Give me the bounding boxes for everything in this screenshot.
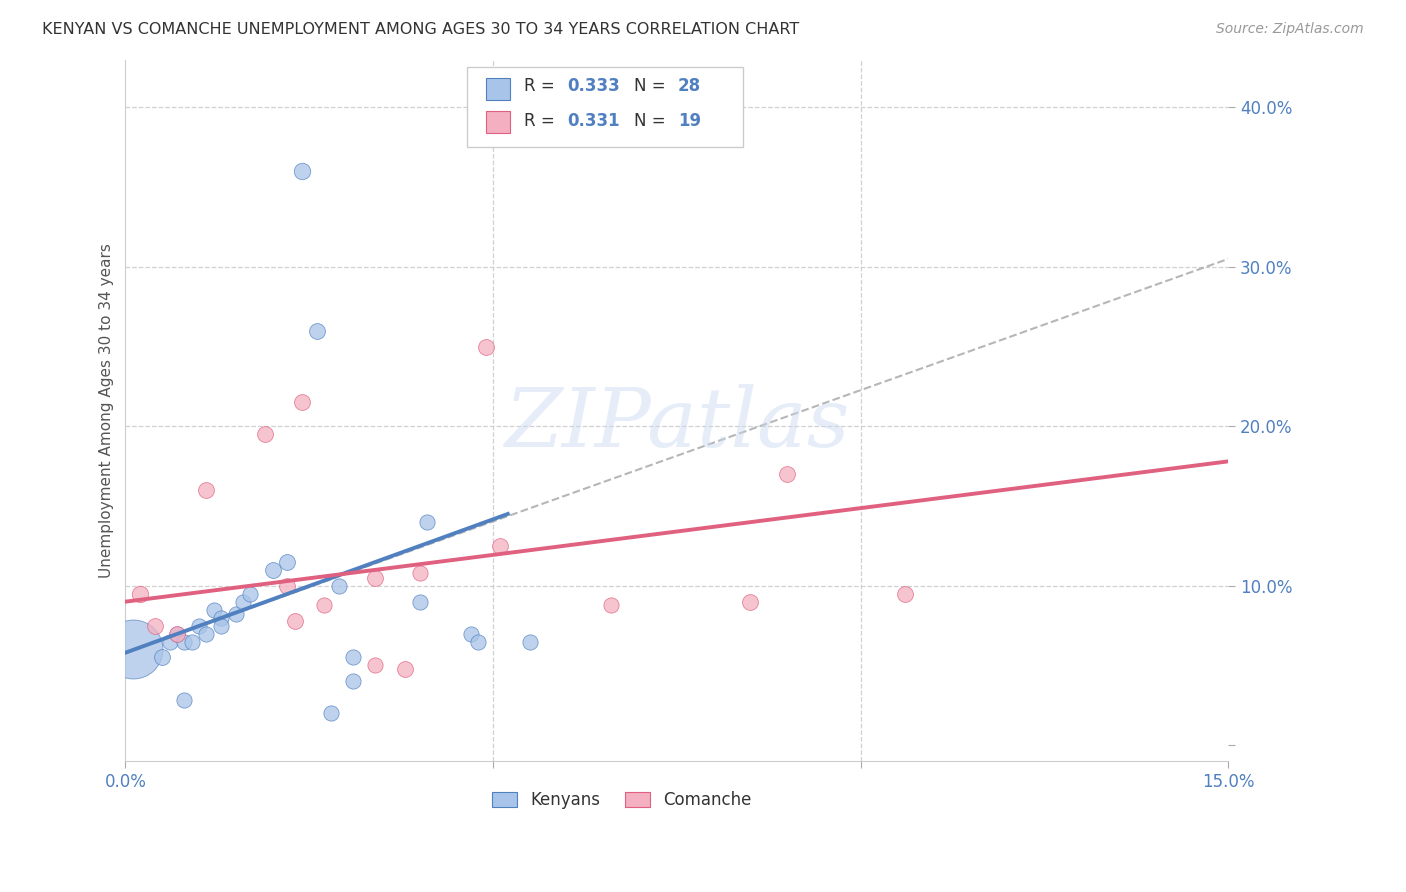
Text: 19: 19 [678,112,702,129]
Point [342,650,364,665]
Text: KENYAN VS COMANCHE UNEMPLOYMENT AMONG AGES 30 TO 34 YEARS CORRELATION CHART: KENYAN VS COMANCHE UNEMPLOYMENT AMONG AG… [42,22,800,37]
Point [232,594,254,608]
Point [364,658,387,673]
Point [519,634,541,648]
Point [408,566,430,580]
Point [173,634,195,648]
Point [195,483,218,497]
Text: R =: R = [523,78,560,95]
Point [254,427,277,442]
Point [173,693,195,707]
Point [394,662,416,676]
Point [121,642,143,657]
Point [467,634,489,648]
Point [364,571,387,585]
Text: 0.331: 0.331 [568,112,620,129]
Point [129,587,152,601]
Point [291,164,314,178]
Point [894,587,917,601]
Point [166,626,188,640]
Point [489,539,512,553]
Point [209,610,232,624]
Point [460,626,482,640]
Text: N =: N = [634,78,671,95]
Point [239,587,262,601]
Point [195,626,218,640]
Point [166,626,188,640]
Point [202,602,225,616]
Point [416,515,439,529]
Point [180,634,202,648]
FancyBboxPatch shape [467,67,742,147]
Text: 28: 28 [678,78,702,95]
Point [342,674,364,689]
Point [312,598,335,612]
Point [740,594,762,608]
Point [276,555,298,569]
Text: 0.333: 0.333 [568,78,620,95]
Point [276,579,298,593]
Point [262,563,284,577]
Point [188,618,211,632]
Text: ZIPatlas: ZIPatlas [505,384,849,465]
Point [291,395,314,409]
Point [143,618,166,632]
Point [776,467,799,482]
Point [321,706,343,721]
Point [225,607,247,622]
Text: R =: R = [523,112,560,129]
Point [209,618,232,632]
Point [150,650,173,665]
Point [408,594,430,608]
Point [328,579,350,593]
Point [159,634,181,648]
Bar [486,78,510,100]
Point [474,340,496,354]
Point [305,324,328,338]
Y-axis label: Unemployment Among Ages 30 to 34 years: Unemployment Among Ages 30 to 34 years [100,243,114,578]
Point [599,598,621,612]
Point [284,614,307,628]
Bar [486,111,510,133]
Legend: Kenyans, Comanche: Kenyans, Comanche [485,785,758,816]
Text: Source: ZipAtlas.com: Source: ZipAtlas.com [1216,22,1364,37]
Text: N =: N = [634,112,671,129]
